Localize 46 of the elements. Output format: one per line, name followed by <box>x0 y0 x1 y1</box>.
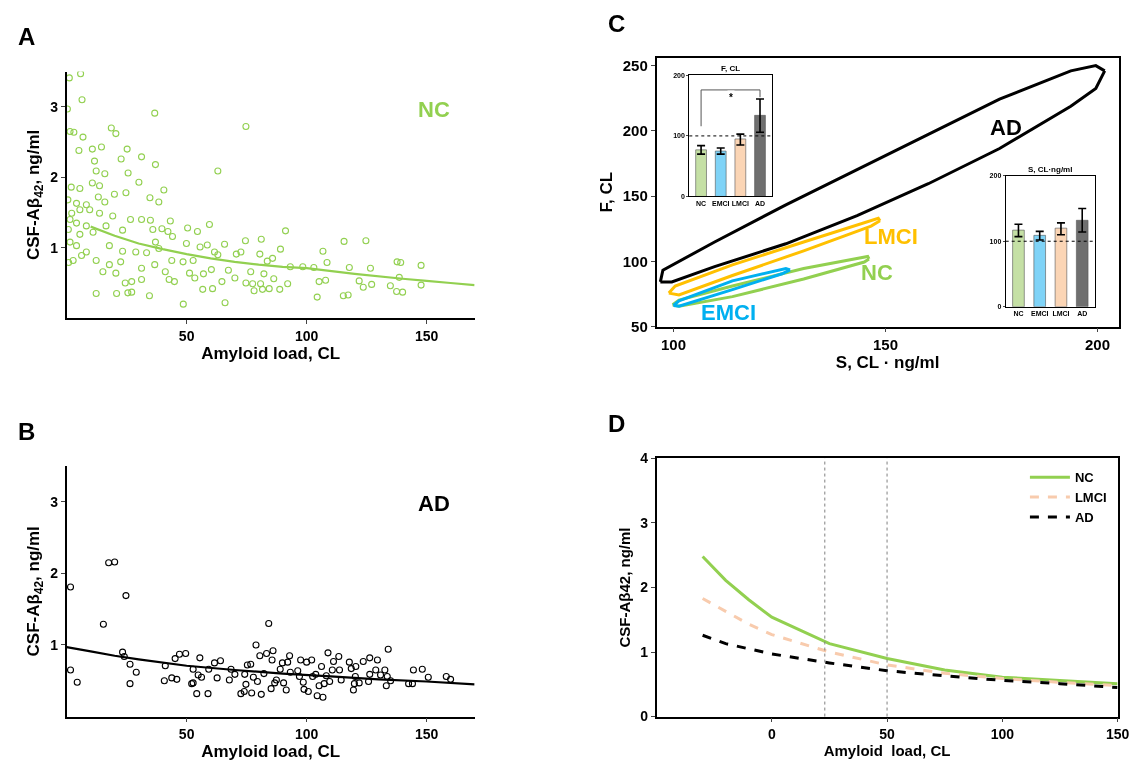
chart-title: F, CL <box>721 64 741 73</box>
x-tick-label: 50 <box>879 726 896 743</box>
y-tick-label: 2 <box>50 565 59 582</box>
x-tick-label: 150 <box>414 726 439 743</box>
text: NC <box>418 97 450 122</box>
y-tick-label: 1 <box>50 239 59 256</box>
y-tick-label: 2 <box>50 169 59 186</box>
y-axis-title: F, CL <box>596 171 616 213</box>
y-tick-label: 3 <box>50 493 59 510</box>
y-tick-label: 100 <box>622 252 648 270</box>
x-tick-label: 150 <box>414 327 439 344</box>
annotation: AD <box>990 115 1022 140</box>
y-tick-label: 1 <box>640 643 649 660</box>
y-tick-label: 0 <box>640 708 649 725</box>
chart-title: C <box>608 10 626 37</box>
y-tick-label: 3 <box>640 514 649 531</box>
y-tick-label: 1 <box>50 636 59 653</box>
chart-title: A <box>18 23 36 50</box>
y-tick-label: 2 <box>640 579 649 596</box>
x-axis-title: Amyloid load, CL <box>201 742 341 762</box>
y-tick-label: 250 <box>622 56 648 74</box>
x-tick-label: 0 <box>767 726 776 743</box>
annotation: LMCI <box>864 224 918 249</box>
x-tick-label: 200 <box>1084 336 1111 354</box>
x-axis-title: S, CL · ng/ml <box>835 353 940 373</box>
x-tick-label: 50 <box>178 726 195 743</box>
annotation: NC <box>861 260 893 285</box>
text: AD <box>418 491 450 516</box>
chart-title: B <box>18 418 36 445</box>
y-tick-label: 200 <box>622 122 648 140</box>
x-axis-title: Amyloid load, CL <box>201 343 341 363</box>
annotation: * <box>729 92 733 103</box>
y-axis-title: CSF-Aβ42, ng/ml <box>615 527 633 648</box>
chart-title: S, CL·ng/ml <box>1028 165 1073 174</box>
x-tick-label: 150 <box>1105 726 1130 743</box>
x-tick-label: 50 <box>178 327 195 344</box>
chart-title: D <box>608 410 626 437</box>
x-tick-label: 100 <box>294 327 319 344</box>
legend-label: LMCI <box>1074 490 1107 506</box>
x-tick-label: 100 <box>294 726 319 743</box>
y-tick-label: 4 <box>640 450 649 467</box>
x-axis-title: Amyloid load, CL <box>823 742 951 760</box>
legend-label: AD <box>1074 510 1094 526</box>
legend-label: NC <box>1074 470 1095 486</box>
x-tick-label: 150 <box>872 336 899 354</box>
y-tick-label: 3 <box>50 98 59 115</box>
